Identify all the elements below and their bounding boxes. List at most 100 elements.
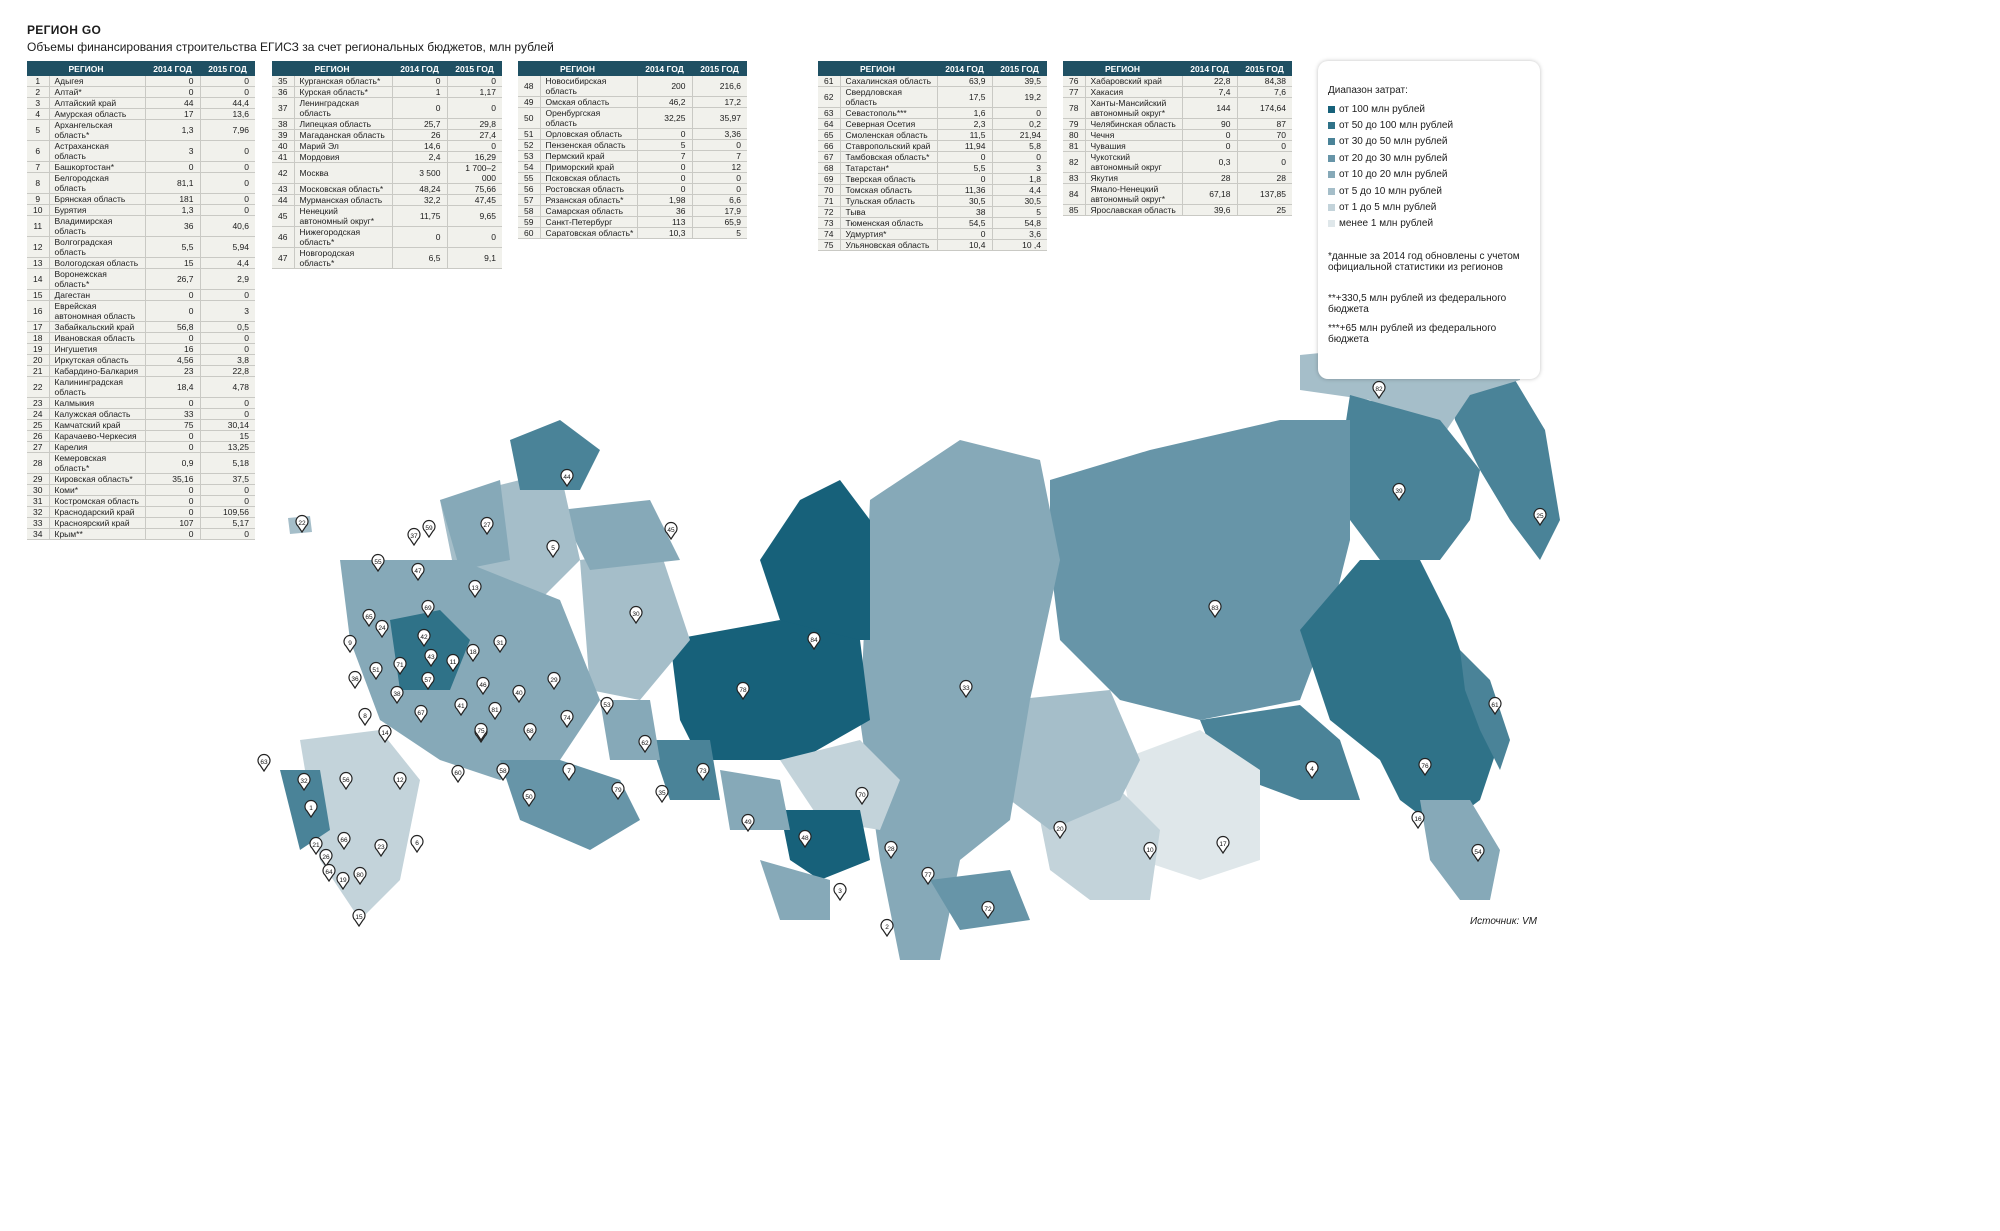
legend-item: от 5 до 10 млн рублей [1328,183,1453,199]
map-pin-label: 55 [374,559,382,566]
map-pin-48: 48 [798,830,812,849]
legend-swatch [1328,154,1335,162]
legend-swatch [1328,220,1335,228]
map-pin-13: 13 [468,580,482,599]
map-pin-label: 44 [563,474,571,481]
table-row: 52 Пензенская область 5 0 [518,139,747,151]
legend-label: от 50 до 100 млн рублей [1339,120,1454,132]
value-v14: 25,7 [391,118,447,130]
region-yakutia [1050,420,1350,720]
value-v15: 4,4 [199,257,255,269]
region-number: 32 [27,506,50,518]
map-pin-icon [1208,600,1222,619]
table-row: 68 Татарстан* 5,5 3 [818,162,1047,174]
region-number: 14 [27,268,50,290]
value-v14: 0 [636,172,692,184]
value-v15: 10 ,4 [991,239,1047,251]
map-pin-icon [362,609,376,628]
map-pin-icon [295,515,309,534]
map-pin-icon [496,763,510,782]
legend-panel: Диапазон затрат: от 100 млн рублей от 50 … [1318,61,1540,379]
value-v14: 14,6 [391,140,447,152]
region-altai-krai [760,860,830,920]
region-name: Карачаево-Черкесия [49,430,145,442]
map-pin-icon [600,697,614,716]
region-number: 80 [1063,129,1086,141]
region-name: Дагестан [49,289,145,301]
region-number: 7 [27,161,50,173]
map-pin-73: 73 [696,763,710,782]
map-pin-label: 38 [393,691,401,698]
map-pin-80: 80 [353,867,367,886]
map-pin-label: 78 [739,687,747,694]
region-name: Пензенская область [540,139,637,151]
map-pin-33: 33 [959,680,973,699]
region-magadan [1340,395,1480,560]
value-v15: 5,94 [199,236,255,258]
value-v15: 1 700–2 000 [446,162,502,184]
legend-item: от 10 до 20 млн рублей [1328,167,1453,183]
map-pin-label: 76 [1421,763,1429,770]
region-name: Тюменская область [840,217,937,229]
region-number: 31 [27,495,50,507]
map-pin-icon [488,702,502,721]
value-v14: 0 [391,76,447,87]
region-name: Ульяновская область [840,239,937,251]
map-pin-icon [547,672,561,691]
value-v15: 5 [691,227,747,239]
region-number: 24 [27,408,50,420]
map-pin-46: 46 [476,677,490,696]
value-v15: 0 [199,289,255,301]
map-pin-icon [741,814,755,833]
region-name: Астраханская область [49,140,145,162]
table-row: 46 Нижегородская область* 0 0 [272,226,502,248]
map-pin-28: 28 [884,841,898,860]
map-pin-26: 26 [319,849,333,868]
value-v15: 3 [199,300,255,322]
region-name: Свердловская область [840,86,937,108]
region-number: 67 [818,151,841,163]
table-row: 60 Саратовская область* 10,3 5 [518,227,747,239]
value-v15: 65,9 [691,216,747,228]
map-pin-label: 72 [984,906,992,913]
map-pin-label: 58 [499,768,507,775]
map-pin-icon [374,839,388,858]
map-pin-icon [798,830,812,849]
value-v15: 12 [691,161,747,173]
value-v15: 5,18 [199,452,255,474]
region-name: Псковская область [540,172,637,184]
map-pin-4: 4 [1305,761,1319,780]
map-markers: 1234567891011121314151617181920212223242… [257,381,1547,938]
value-v14: 0 [144,332,200,344]
col-2015: 2015 ГОД [1237,61,1292,76]
value-v14: 32,25 [636,107,692,129]
map-pin-78: 78 [736,682,750,701]
map-pin-label: 47 [414,568,422,575]
value-v15: 0 [199,528,255,540]
map-pin-icon [421,600,435,619]
table-row: 55 Псковская область 0 0 [518,172,747,184]
table-row: 17 Забайкальский край 56,8 0,5 [27,321,255,333]
legend-item: менее 1 млн рублей [1328,216,1453,232]
table-row: 35 Курганская область* 0 0 [272,76,502,87]
region-name: Хабаровский край [1085,76,1182,87]
region-number: 45 [272,205,295,227]
map-pin-label: 13 [471,585,479,592]
map-pin-label: 54 [1474,849,1482,856]
map-pin-icon [393,772,407,791]
value-v15: 0,5 [199,321,255,333]
table-row: 27 Карелия 0 13,25 [27,441,255,453]
map-pin-icon [959,680,973,699]
map-pin-icon [369,662,383,681]
table-row: 33 Красноярский край 107 5,17 [27,517,255,529]
region-komi [580,550,690,700]
map-pin-54: 54 [1471,844,1485,863]
region-number: 22 [27,376,50,398]
value-v14: 5,5 [936,162,992,174]
map-pin-57: 57 [421,672,435,691]
map-pin-3: 3 [833,883,847,902]
map-pin-label: 20 [1056,826,1064,833]
value-v14: 0 [144,528,200,540]
region-number: 34 [27,528,50,540]
region-name: Москва [294,162,392,184]
